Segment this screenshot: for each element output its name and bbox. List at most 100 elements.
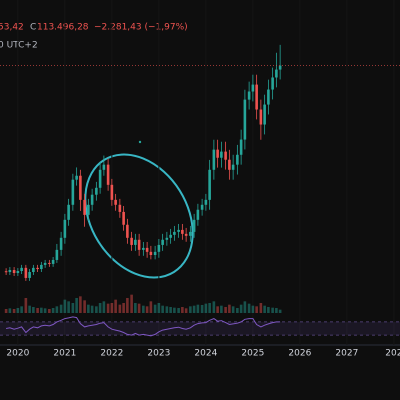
candle-body: [28, 272, 31, 278]
x-tick-label: 2025: [241, 349, 264, 359]
candle-body: [165, 237, 169, 240]
volume-bar: [196, 304, 200, 313]
volume-bar: [130, 294, 133, 313]
candle-body: [157, 244, 161, 252]
volume-bar: [118, 304, 122, 313]
volume-bar: [98, 303, 102, 313]
volume-bar: [149, 301, 153, 313]
candle-body: [236, 154, 239, 165]
volume-bar: [110, 303, 114, 313]
x-tick-label: 2021: [53, 349, 76, 359]
volume-bar: [126, 298, 129, 313]
volume-bar: [8, 308, 12, 313]
volume-bar: [216, 306, 219, 313]
candle-body: [278, 65, 282, 70]
candle-body: [110, 184, 114, 200]
header-open: 53,42: [0, 23, 24, 33]
volume-bar: [153, 304, 157, 313]
candle-body: [4, 271, 8, 273]
candle-body: [239, 139, 243, 155]
volume-bar: [212, 301, 216, 313]
candle-body: [114, 199, 117, 205]
volume-bar: [32, 307, 35, 313]
volume-bar: [137, 303, 141, 313]
candle-body: [224, 151, 227, 160]
candle-body: [212, 149, 216, 170]
volume-bar: [24, 298, 28, 313]
volume-bar: [189, 306, 192, 313]
candle-body: [87, 204, 90, 215]
volume-bar: [157, 303, 161, 313]
candle-body: [79, 175, 82, 200]
volume-bar: [228, 304, 231, 313]
x-tick-label: 2023: [147, 349, 170, 359]
x-tick-label: 2024: [194, 349, 217, 359]
volume-bar: [181, 307, 184, 313]
rsi-band: [0, 321, 400, 336]
volume-bar: [259, 303, 263, 313]
candle-body: [184, 233, 188, 236]
volume-bar: [184, 308, 188, 313]
candle-body: [63, 219, 67, 238]
candle-body: [16, 271, 20, 273]
volume-bar: [224, 307, 227, 313]
candle-body: [130, 237, 133, 245]
volume-bar: [63, 299, 67, 313]
candle-body: [153, 251, 157, 256]
candle-body: [208, 169, 211, 200]
candle-body: [51, 259, 55, 264]
candle-body: [263, 104, 266, 125]
candle-body: [200, 204, 204, 210]
volume-bar: [16, 308, 20, 313]
volume-bar: [95, 306, 98, 313]
volume-bar: [278, 309, 282, 313]
volume-bar: [20, 306, 23, 313]
x-tick-label: 2027: [335, 349, 358, 359]
volume-bar: [192, 305, 196, 313]
header-change: −2.281,43 (−1,97%): [94, 23, 188, 33]
volume-bar: [247, 303, 251, 313]
volume-bar: [90, 305, 94, 313]
volume-bar: [177, 308, 180, 313]
candle-body: [83, 199, 86, 215]
candle-body: [142, 247, 145, 250]
volume-bar: [165, 306, 169, 313]
volume-bar: [231, 306, 235, 313]
candle-body: [36, 267, 39, 270]
candle-body: [71, 179, 75, 205]
candle-body: [20, 267, 23, 272]
candle-body: [220, 151, 223, 158]
candle-body: [216, 149, 219, 158]
candle-body: [259, 109, 263, 125]
candle-body: [161, 239, 164, 245]
candle-body: [275, 69, 278, 78]
candle-body: [181, 229, 184, 234]
volume-bar: [87, 304, 90, 313]
candle-body: [267, 89, 270, 105]
volume-bar: [12, 309, 16, 313]
candle-body: [247, 91, 251, 100]
candle-body: [98, 169, 102, 188]
candle-body: [145, 247, 149, 252]
candle-body: [118, 204, 122, 212]
candle-body: [231, 164, 235, 170]
x-tick-label: 202: [385, 349, 400, 359]
candle-body: [243, 99, 247, 140]
volume-bar: [36, 308, 39, 313]
volume-bar: [200, 305, 204, 313]
candle-body: [48, 262, 51, 264]
volume-bar: [161, 305, 164, 313]
header-close-label: C: [30, 23, 36, 33]
volume-bar: [83, 300, 86, 313]
candle-body: [177, 229, 180, 232]
volume-bar: [267, 307, 270, 313]
annotation-dot: [138, 140, 142, 144]
volume-bar: [28, 305, 31, 313]
volume-bar: [122, 303, 125, 313]
x-tick-label: 2022: [100, 349, 123, 359]
candle-body: [102, 164, 106, 170]
volume-bar: [114, 299, 117, 313]
